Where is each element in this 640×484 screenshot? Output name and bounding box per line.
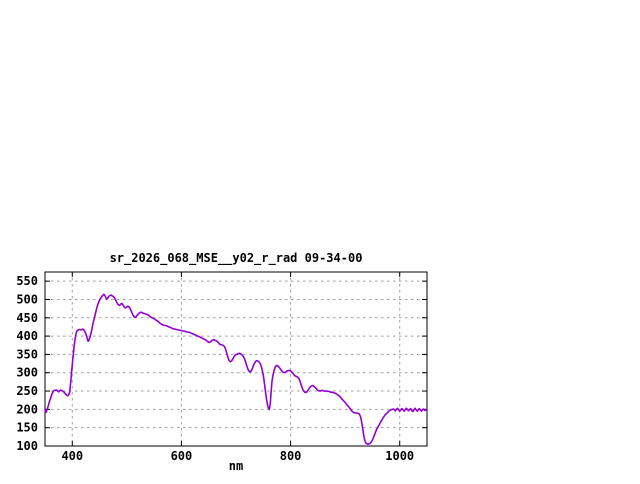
axis-ticks	[45, 272, 427, 447]
y-tick-label: 300	[16, 366, 38, 380]
x-tick-label: 800	[280, 449, 302, 463]
x-tick-label: 600	[171, 449, 193, 463]
y-tick-label: 400	[16, 329, 38, 343]
y-tick-label: 450	[16, 311, 38, 325]
y-tick-label: 100	[16, 439, 38, 453]
spectrum-line	[44, 293, 428, 446]
plot-border	[44, 271, 428, 447]
y-tick-label: 350	[16, 347, 38, 361]
y-tick-label: 150	[16, 421, 38, 435]
tick-labels: 400 600 800 1000 100 150 200 250 300 350 400 450 500…	[16, 274, 414, 463]
x-tick-label: 400	[61, 449, 83, 463]
grid-lines	[45, 272, 427, 446]
x-axis-label: nm	[229, 459, 243, 473]
y-tick-label: 550	[16, 274, 38, 288]
y-tick-label: 250	[16, 384, 38, 398]
x-tick-label: 1000	[385, 449, 414, 463]
chart-title: sr_2026_068_MSE__y02_r_rad 09-34-00	[110, 251, 363, 266]
y-tick-label: 200	[16, 402, 38, 416]
y-tick-label: 500	[16, 292, 38, 306]
